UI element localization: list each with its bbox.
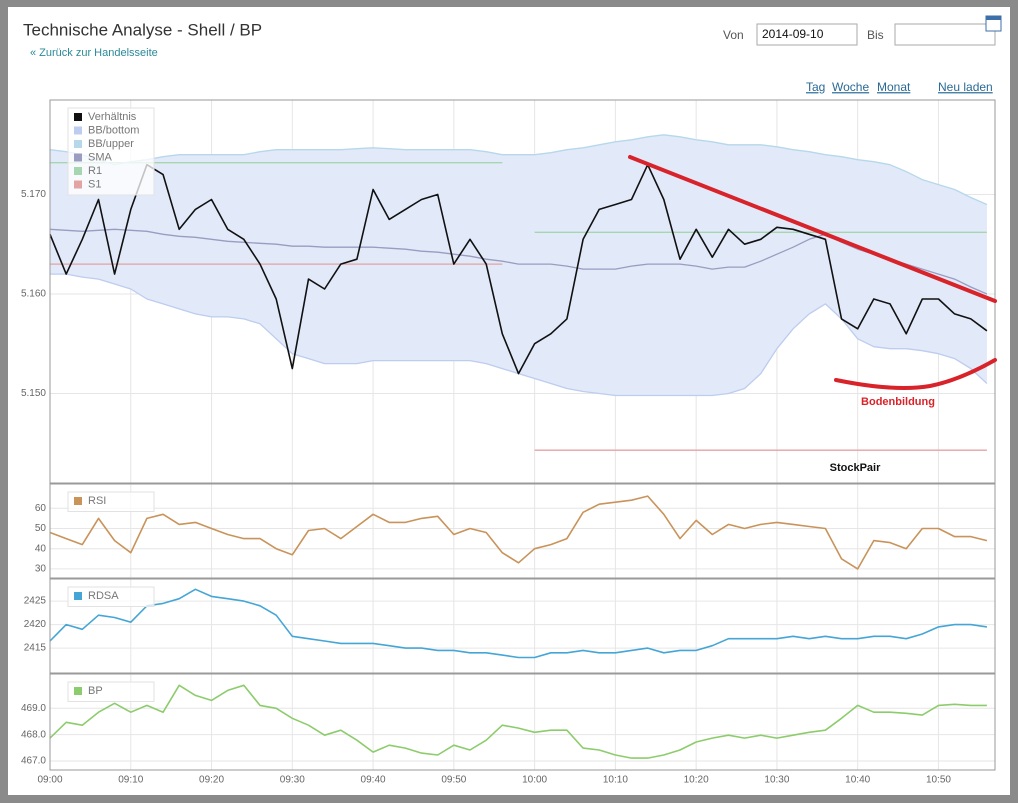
legend: RSI: [67, 491, 155, 512]
y-tick-label: 5.170: [21, 189, 46, 200]
to-input[interactable]: [894, 23, 996, 46]
bottom-curve: [834, 358, 997, 390]
trend-line: [628, 155, 997, 303]
legend-label: BP: [88, 685, 103, 697]
y-tick-label: 467.0: [21, 756, 46, 767]
legend: BP: [67, 681, 155, 702]
reload-link[interactable]: Neu laden: [938, 80, 993, 94]
range-link[interactable]: Monat: [877, 80, 911, 94]
from-value: 2014-09-10: [762, 27, 824, 41]
legend-box: [67, 107, 155, 196]
range-link[interactable]: Tag: [806, 80, 825, 94]
legend-label: Verhältnis: [88, 111, 137, 123]
y-tick-label: 469.0: [21, 703, 46, 714]
legend: RDSA: [67, 586, 155, 607]
series-line: [49, 134, 988, 206]
calendar-icon[interactable]: [985, 15, 1002, 32]
series-line: [49, 495, 988, 570]
x-tick-label: 09:50: [441, 775, 466, 786]
legend-label: BB/bottom: [88, 124, 139, 136]
legend-swatch: [74, 113, 82, 121]
x-tick-label: 09:10: [118, 775, 143, 786]
x-tick-label: 10:50: [926, 775, 951, 786]
range-link[interactable]: Woche: [832, 80, 869, 94]
legend-swatch: [74, 180, 82, 189]
legend-box: [67, 491, 155, 512]
legend-box: [67, 586, 155, 607]
plot-frame: [49, 673, 996, 771]
legend-swatch: [74, 497, 82, 505]
x-tick-label: 09:00: [37, 775, 62, 786]
y-tick-label: 60: [35, 503, 47, 514]
plot-frame: [49, 99, 996, 484]
series-line: [49, 684, 987, 759]
legend-label: S1: [88, 178, 101, 190]
page-title: Technische Analyse - Shell / BP: [23, 20, 262, 39]
from-label: Von: [723, 28, 744, 42]
annotation: StockPair: [830, 462, 881, 474]
x-tick-label: 10:10: [603, 775, 628, 786]
y-tick-label: 5.150: [21, 388, 46, 399]
legend-swatch: [74, 167, 82, 175]
series-line: [49, 163, 988, 375]
x-tick-label: 10:20: [684, 775, 709, 786]
annotation: Bodenbildung: [861, 396, 935, 408]
x-tick-label: 10:40: [845, 775, 870, 786]
plot-frame: [49, 578, 996, 674]
legend-box: [67, 681, 155, 702]
plot-frame: [49, 483, 996, 579]
legend-label: R1: [88, 165, 102, 177]
window: [8, 7, 1010, 795]
back-link[interactable]: « Zurück zur Handelsseite: [30, 47, 158, 59]
series-line: [49, 588, 988, 659]
legend-label: RSI: [88, 495, 106, 507]
series-line: [50, 263, 987, 451]
legend-swatch: [74, 153, 82, 162]
to-label: Bis: [867, 28, 884, 42]
legend-swatch: [74, 687, 82, 695]
y-tick-label: 5.160: [21, 289, 46, 300]
legend-swatch: [74, 126, 82, 135]
x-tick-label: 10:30: [764, 775, 789, 786]
y-tick-label: 50: [35, 523, 47, 534]
y-tick-label: 468.0: [21, 729, 46, 740]
legend-label: SMA: [88, 151, 113, 163]
from-input[interactable]: [756, 23, 858, 46]
legend-swatch: [74, 592, 82, 600]
legend-swatch: [74, 140, 82, 148]
y-tick-label: 40: [35, 543, 47, 554]
y-tick-label: 2425: [24, 596, 47, 607]
x-tick-label: 09:30: [280, 775, 305, 786]
y-tick-label: 2415: [24, 643, 47, 654]
y-tick-label: 30: [35, 564, 47, 575]
x-tick-label: 09:40: [361, 775, 386, 786]
x-tick-label: 10:00: [522, 775, 547, 786]
legend-label: BB/upper: [88, 138, 134, 150]
legend-label: RDSA: [88, 590, 119, 602]
x-tick-label: 09:20: [199, 775, 224, 786]
y-tick-label: 2420: [24, 619, 47, 630]
